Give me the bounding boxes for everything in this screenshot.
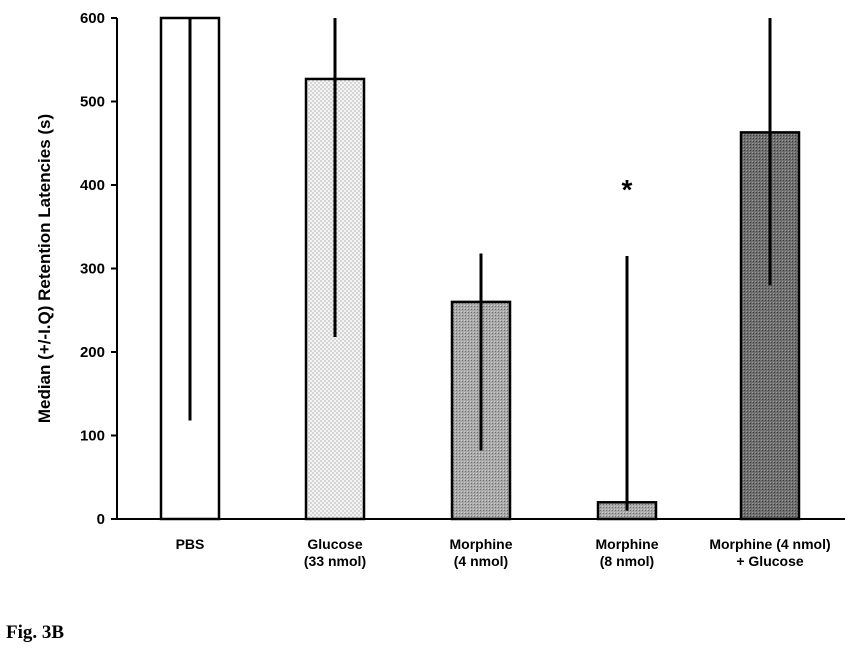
x-tick-label: + Glucose	[736, 553, 804, 569]
y-tick-label: 500	[80, 94, 105, 111]
x-tick-label: PBS	[176, 536, 205, 552]
x-tick-label: Morphine (4 nmol)	[709, 536, 830, 552]
x-tick-label: (33 nmol)	[304, 553, 366, 569]
y-axis-label: Median (+/-I.Q) Retention Latencies (s)	[35, 114, 54, 423]
y-tick-label: 600	[80, 10, 105, 27]
x-tick-label: (8 nmol)	[600, 553, 654, 569]
y-tick-label: 200	[80, 344, 105, 361]
x-tick-label: Morphine	[450, 536, 513, 552]
figure-label: Fig. 3B	[6, 622, 65, 643]
significance-marker: *	[622, 174, 633, 205]
plot-area: 0 100 200 300 400 500 600 Median (+/-I.Q) Reten…	[35, 10, 845, 569]
y-tick-label: 0	[97, 511, 105, 528]
x-tick-label: Morphine	[596, 536, 659, 552]
y-tick-label: 100	[80, 428, 105, 445]
y-tick-label: 400	[80, 177, 105, 194]
x-tick-label: Glucose	[307, 536, 362, 552]
y-tick-label: 300	[80, 261, 105, 278]
x-tick-label: (4 nmol)	[454, 553, 508, 569]
